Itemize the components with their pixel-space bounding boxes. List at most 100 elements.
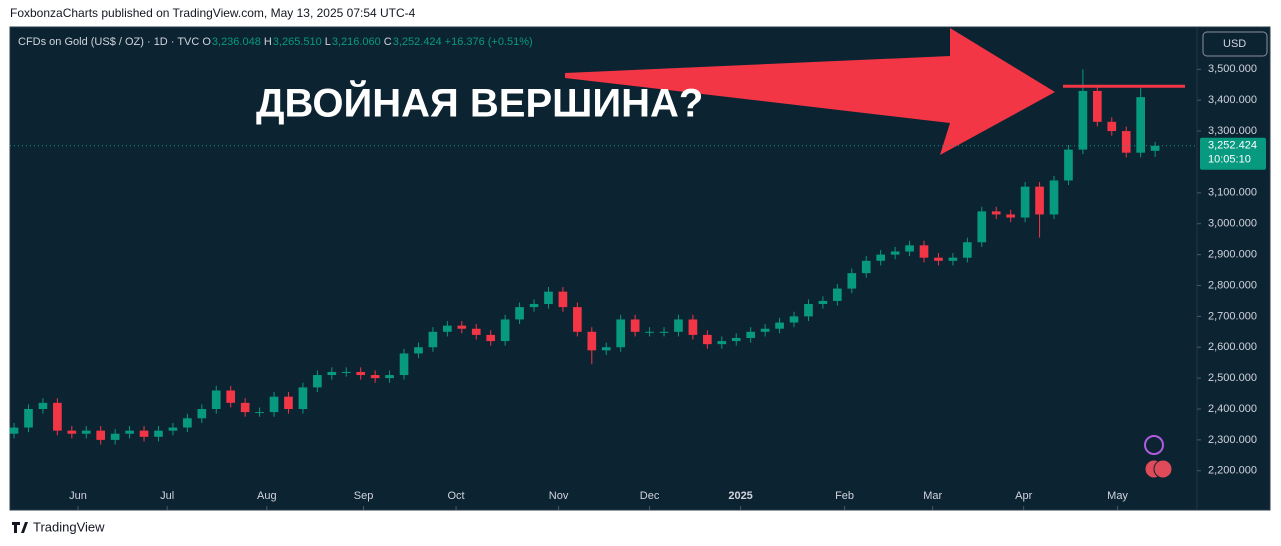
event-icon[interactable]: [1153, 459, 1173, 479]
candle-body: [313, 375, 322, 388]
candle-body: [573, 307, 582, 332]
y-tick-label: 3,500.000: [1208, 63, 1257, 75]
ohlc-key: L: [325, 36, 331, 48]
candle-body: [645, 331, 654, 333]
candle-body: [919, 245, 929, 258]
x-tick-label: 2025: [728, 490, 752, 502]
footer-brand: TradingView: [33, 519, 105, 534]
candle-body: [905, 245, 914, 252]
candle-body: [269, 396, 279, 413]
ohlc-legend: CFDs on Gold (US$ / OZ) · 1D · TVC O 3,236…: [18, 36, 533, 48]
ohlc-value: 3,252.424: [393, 36, 442, 48]
candle-body: [1049, 180, 1059, 215]
candle-body: [601, 347, 611, 351]
candle-body: [1121, 131, 1131, 153]
candle-body: [991, 211, 1001, 215]
candle-body: [833, 288, 842, 301]
candle-body: [9, 427, 19, 434]
candle-body: [804, 304, 813, 317]
candle-body: [139, 430, 149, 437]
candle-body: [24, 409, 33, 428]
candle-body: [226, 390, 236, 403]
candle-body: [240, 402, 250, 413]
candle-body: [414, 347, 423, 354]
candle-body: [154, 430, 163, 437]
publish-header: FoxbonzaCharts published on TradingView.…: [10, 6, 416, 20]
candle-body: [789, 316, 799, 323]
last-price-badge: [1200, 137, 1266, 170]
candle-body: [428, 331, 438, 348]
candle-body: [255, 412, 264, 414]
x-tick-label: Dec: [640, 490, 660, 502]
x-tick-label: May: [1107, 490, 1128, 502]
candle-body: [211, 390, 221, 410]
candle-body: [688, 319, 698, 335]
y-tick-label: 2,800.000: [1208, 279, 1257, 291]
x-tick-label: Jun: [69, 490, 87, 502]
candle-body: [963, 242, 972, 258]
candle-body: [370, 375, 380, 379]
candle-body: [818, 300, 828, 305]
ohlc-key: O: [202, 36, 211, 48]
candle-body: [558, 291, 568, 308]
change-value: +16.376: [445, 36, 485, 48]
candle-body: [183, 418, 192, 428]
candle-body: [168, 427, 178, 431]
candle-body: [890, 251, 900, 255]
candle-body: [1107, 121, 1117, 132]
candle-body: [717, 341, 727, 345]
symbol-name: CFDs on Gold (US$ / OZ) · 1D · TVC: [18, 36, 199, 48]
change-pct: (+0.51%): [488, 36, 533, 48]
candle-body: [125, 430, 134, 434]
ohlc-value: 3,265.510: [273, 36, 322, 48]
candle-body: [110, 433, 120, 440]
y-tick-label: 2,500.000: [1208, 372, 1257, 384]
candle-body: [471, 328, 481, 335]
candle-body: [544, 291, 553, 305]
y-tick-label: 2,400.000: [1208, 403, 1257, 415]
ohlc-value: 3,216.060: [332, 36, 381, 48]
candle-body: [38, 402, 48, 410]
chart-pane: [9, 26, 1271, 511]
y-tick-label: 2,200.000: [1208, 465, 1257, 477]
candle-body: [977, 211, 987, 243]
candle-body: [1078, 90, 1088, 150]
y-tick-label: 2,600.000: [1208, 341, 1257, 353]
candle-body: [731, 337, 741, 342]
y-tick-label: 3,300.000: [1208, 125, 1257, 137]
candle-body: [53, 402, 62, 431]
candle-body: [529, 304, 539, 308]
candle-body: [500, 319, 510, 342]
currency-button[interactable]: [1202, 31, 1268, 57]
candle-body: [847, 273, 857, 289]
candle-body: [775, 322, 784, 329]
candle-body: [341, 371, 351, 373]
x-tick-label: Oct: [447, 490, 464, 502]
currency-label: USD: [1223, 38, 1246, 50]
candle-body: [659, 331, 669, 333]
x-tick-label: Aug: [257, 490, 277, 502]
y-tick-label: 2,300.000: [1208, 434, 1257, 446]
event-icon[interactable]: [1144, 435, 1164, 455]
y-tick-label: 3,000.000: [1208, 218, 1257, 230]
x-tick-label: Sep: [354, 490, 374, 502]
candle-body: [1093, 90, 1102, 122]
candle-body: [760, 328, 770, 332]
y-tick-label: 3,100.000: [1208, 187, 1257, 199]
x-tick-label: Feb: [835, 490, 854, 502]
candle-body: [1006, 214, 1016, 218]
candle-body: [284, 396, 293, 410]
candle-body: [616, 319, 626, 348]
candle-body: [96, 430, 106, 440]
ohlc-key: C: [384, 36, 392, 48]
candle-body: [934, 257, 943, 261]
candle-body: [515, 307, 524, 320]
candle-body: [630, 319, 640, 332]
last-price-label: 3,252.424: [1208, 140, 1257, 152]
candle-body: [948, 257, 958, 261]
x-tick-label: Mar: [923, 490, 942, 502]
y-tick-label: 2,900.000: [1208, 249, 1257, 261]
ohlc-value: 3,236.048: [212, 36, 261, 48]
candle-body: [1035, 186, 1044, 215]
